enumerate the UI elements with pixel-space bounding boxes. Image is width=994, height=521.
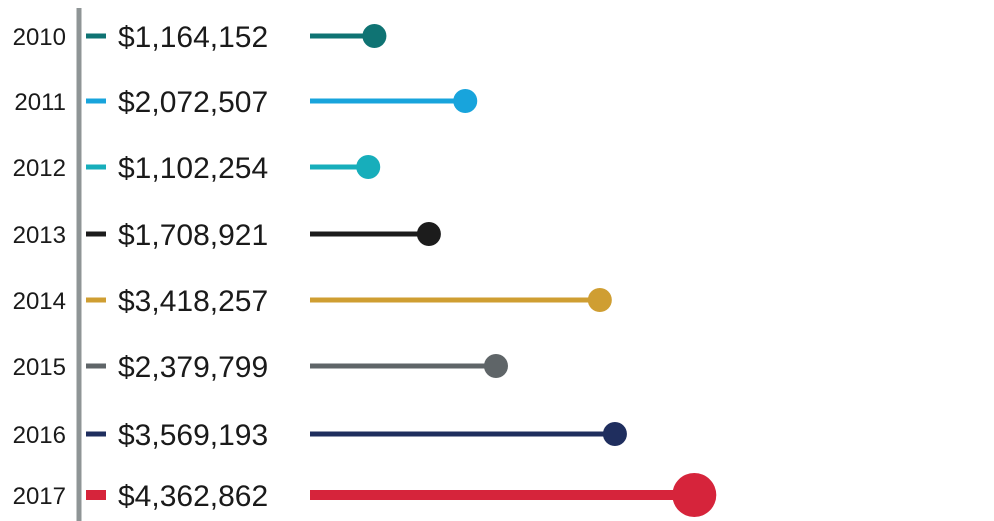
lollipop-row: 2012 $1,102,254 [13, 152, 381, 185]
year-label: 2015 [13, 354, 66, 381]
chart-rows: 2010 $1,164,152 2011 $2,072,507 2012 $1,102,2… [13, 21, 717, 517]
year-label: 2012 [13, 155, 66, 182]
value-label: $1,164,152 [118, 21, 268, 54]
value-label: $3,418,257 [118, 285, 268, 318]
lollipop-dot [453, 89, 478, 113]
year-label: 2014 [13, 288, 66, 315]
year-label: 2017 [13, 483, 66, 510]
value-label: $4,362,862 [118, 480, 268, 513]
value-label: $1,708,921 [118, 219, 268, 252]
value-label: $2,379,799 [118, 351, 268, 384]
lollipop-row: 2013 $1,708,921 [13, 219, 441, 252]
lollipop-dot [672, 473, 717, 517]
lollipop-dot [602, 422, 627, 446]
lollipop-row: 2015 $2,379,799 [13, 351, 508, 384]
lollipop-dot [356, 155, 381, 179]
year-label: 2016 [13, 422, 66, 449]
year-label: 2013 [13, 222, 66, 249]
lollipop-row: 2011 $2,072,507 [14, 86, 478, 119]
year-label: 2011 [14, 89, 66, 116]
lollipop-row: 2017 $4,362,862 [13, 473, 717, 517]
value-label: $3,569,193 [118, 419, 268, 452]
lollipop-row: 2016 $3,569,193 [13, 419, 627, 452]
lollipop-dot [587, 288, 612, 312]
lollipop-row: 2010 $1,164,152 [13, 21, 387, 54]
value-label: $1,102,254 [118, 152, 268, 185]
lollipop-dot [416, 222, 441, 246]
year-label: 2010 [13, 24, 66, 51]
lollipop-dot [483, 354, 508, 378]
value-label: $2,072,507 [118, 86, 268, 119]
lollipop-row: 2014 $3,418,257 [13, 285, 612, 318]
lollipop-dot [362, 24, 387, 48]
